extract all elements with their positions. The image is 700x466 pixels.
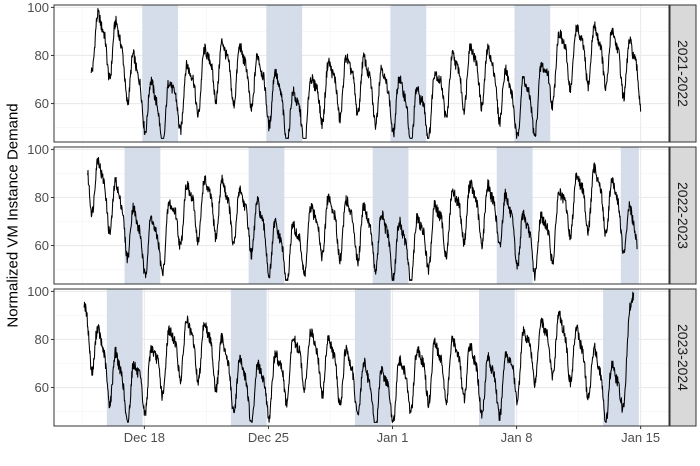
weekend-shade [124,147,161,284]
weekend-shade [620,147,639,284]
panel-border [53,288,670,427]
y-tick-label: 60 [35,238,49,253]
panel-2022-2023: 2022-2023 60 80 100 [27,142,697,285]
y-tick-label: 60 [35,96,49,111]
series-line [87,156,638,281]
series-line [90,7,642,139]
series-line [83,291,635,423]
y-tick-label: 100 [27,0,49,15]
weekend-shade [142,5,179,142]
panel-border [53,146,670,285]
weekend-shade [248,147,285,284]
x-tick-label: Dec 18 [124,430,165,445]
y-tick-label: 80 [35,332,49,347]
weekend-shade [496,147,533,284]
facet-strip-label: 2021-2022 [675,40,691,107]
y-axis-title: Normalized VM Instance Demand [5,103,22,327]
y-tick-label: 80 [35,190,49,205]
panel-border [53,4,670,143]
panel-2023-2024: 2023-2024 60 80 100 [27,284,697,427]
y-tick-label: 80 [35,48,49,63]
y-tick-label: 100 [27,284,49,299]
x-tick-label: Jan 8 [501,430,533,445]
y-tick-label: 100 [27,142,49,157]
facet-strip [669,146,697,285]
facet-strip-label: 2023-2024 [675,324,691,391]
facet-strip [669,4,697,143]
x-tick-label: Jan 1 [377,430,409,445]
x-tick-label: Jan 15 [621,430,660,445]
x-tick-label: Dec 25 [248,430,289,445]
facet-strip [669,288,697,427]
panel-2021-2022: 2021-2022 60 80 100 [27,0,697,143]
facet-strip-label: 2022-2023 [675,182,691,249]
y-tick-label: 60 [35,380,49,395]
